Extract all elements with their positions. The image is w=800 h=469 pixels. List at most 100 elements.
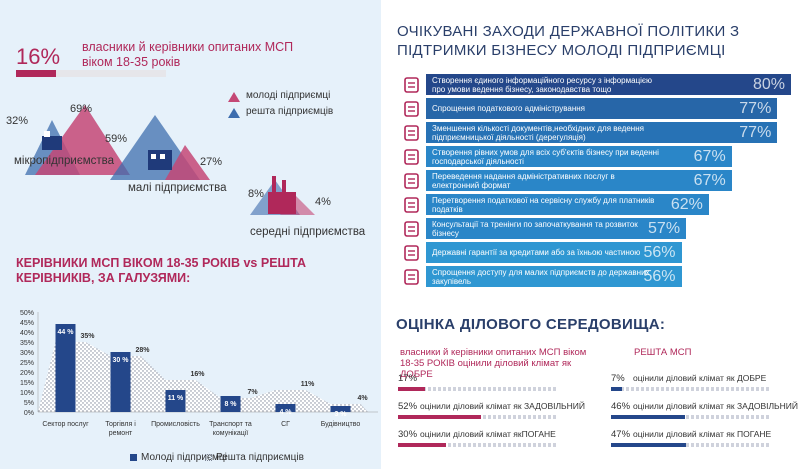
y-tick-label: 15% <box>20 380 34 387</box>
y-tick-label: 50% <box>20 310 34 317</box>
eval-value: 7% <box>611 373 625 384</box>
y-tick-label: 25% <box>20 360 34 367</box>
eval-bar-fill <box>398 443 446 447</box>
rest-value-label: 11% <box>301 381 315 388</box>
rest-value-label: 4% <box>357 395 368 402</box>
eval-label: оцінили діловий клімат як ЗАДОВІЛЬНИЙ <box>420 401 585 411</box>
eval-title: ОЦІНКА ДІЛОВОГО СЕРЕДОВИЩА: <box>396 316 666 333</box>
measure-value: 67% <box>693 172 726 189</box>
tax-form-icon <box>398 98 426 119</box>
measure-label: Консультації та тренінги по започаткуван… <box>432 219 638 238</box>
eval-value: 52% <box>398 401 418 412</box>
rest-value-label: 7% <box>247 389 258 396</box>
medium-rest-pct: 8% <box>248 188 264 200</box>
documents-stack-icon <box>398 122 426 143</box>
medium-label: середні підприємства <box>250 226 366 238</box>
eval-value: 17% <box>398 373 418 384</box>
small-young-pct: 27% <box>200 156 223 168</box>
x-category-label: ремонт <box>109 430 133 437</box>
measure-row: Державні гарантії за кредитами або за їх… <box>398 242 682 263</box>
hero-progress-bar <box>16 70 166 77</box>
eval-right-head: РЕШТА МСП <box>634 347 692 358</box>
measure-row: Створення рівних умов для всіх суб'єктів… <box>398 146 732 167</box>
eval-value: 30% <box>398 429 418 440</box>
rest-value-label: 35% <box>80 333 95 340</box>
y-tick-label: 5% <box>24 400 34 407</box>
left-panel: 16% власники й керівники опитаних МСП ві… <box>0 0 381 469</box>
measure-value: 80% <box>752 76 785 93</box>
rest-value-label: 16% <box>190 371 205 378</box>
chart-legend-rest: Решта підприємців <box>205 452 304 463</box>
hero-text: власники й керівники опитаних МСП віком … <box>82 40 294 69</box>
young-bar <box>55 324 76 412</box>
money-hand-icon <box>398 242 426 263</box>
eval-label: оцінили діловий клімат як ЗАДОВІЛЬНИЙ <box>633 401 798 411</box>
young-bar <box>110 352 131 412</box>
legend-rest: решта підприємців <box>246 106 334 117</box>
measure-value: 77% <box>739 124 772 141</box>
rest-swatch-icon <box>205 454 212 461</box>
y-tick-label: 20% <box>20 370 34 377</box>
micro-label: мікропідприємства <box>14 155 114 167</box>
measure-value: 77% <box>739 100 772 117</box>
measure-bar: Створення єдиного інформаційного ресурсу… <box>426 74 791 95</box>
eval-bar <box>611 443 771 447</box>
young-bar <box>220 396 241 412</box>
young-bar-label: 3 % <box>334 411 347 418</box>
x-category-label: СГ <box>281 421 290 428</box>
eval-bar <box>398 415 558 419</box>
person-icon <box>398 194 426 215</box>
eval-value: 46% <box>611 401 631 412</box>
chart-legend-young-label: Молоді підприємці <box>141 452 227 463</box>
measure-label: Зменшення кількості документів,необхідни… <box>432 123 644 142</box>
eval-bar-fill <box>398 415 482 419</box>
measure-bar: Перетворення податкової на сервісну служ… <box>426 194 709 215</box>
measure-bar: Створення рівних умов для всіх суб'єктів… <box>426 146 732 167</box>
size-triangles <box>25 92 315 215</box>
eval-bar <box>611 415 771 419</box>
industry-bar-chart: 0% 5% 10% 15% 20% 25% 30% 35% 40% 45% 50% 44 % 35% Се… <box>20 310 378 437</box>
measure-value: 62% <box>670 196 703 213</box>
measure-label: Спрощення податкового адміністрування <box>432 104 586 113</box>
x-category-label: Будівництво <box>321 420 361 428</box>
measures-title: ОЧІКУВАНІ ЗАХОДИ ДЕРЖАВНОЇ ПОЛІТИКИ З ПІ… <box>397 23 740 59</box>
government-building-icon <box>398 266 426 287</box>
industry-title: КЕРІВНИКИ МСП ВІКОМ 18-35 РОКІВ vs РЕШТА… <box>16 256 306 285</box>
x-category-label: Транспорт та <box>209 421 252 428</box>
measure-row: Перетворення податкової на сервісну служ… <box>398 194 709 215</box>
y-tick-label: 45% <box>20 320 34 327</box>
measure-row: Переведення надання адміністративних пос… <box>398 170 732 191</box>
rest-value-label: 28% <box>135 347 150 354</box>
people-icon <box>398 146 426 167</box>
eval-value: 47% <box>611 429 631 440</box>
eval-bar-fill <box>611 443 687 447</box>
micro-rest-pct: 32% <box>6 115 29 127</box>
measure-bar: Консультації та тренінги по започаткуван… <box>426 218 687 239</box>
measure-label: Державні гарантії за кредитами або за їх… <box>432 248 641 257</box>
measure-row: Зменшення кількості документів,необхідни… <box>398 122 778 143</box>
measure-label: Спрощення доступу для малих підприємств … <box>432 267 650 286</box>
young-bar-label: 11 % <box>168 395 184 402</box>
measure-value: 56% <box>643 268 676 285</box>
measure-value: 57% <box>648 220 681 237</box>
measure-bar: Зменшення кількості документів,необхідни… <box>426 122 778 143</box>
young-swatch-icon <box>130 454 137 461</box>
y-tick-label: 35% <box>20 340 34 347</box>
measure-row: Консультації та тренінги по започаткуван… <box>398 218 687 239</box>
measure-bar: Спрощення податкового адміністрування 77% <box>426 98 778 119</box>
young-bar <box>275 404 296 412</box>
hero-percent: 16% <box>16 44 61 69</box>
small-rest-pct: 59% <box>105 133 128 145</box>
measure-row: Спрощення податкового адміністрування 77% <box>398 98 778 119</box>
eval-bar-fill <box>611 387 623 391</box>
medium-factory-icon <box>268 176 296 214</box>
small-factory-icon <box>148 150 172 170</box>
micro-young-triangle <box>35 105 130 175</box>
chart-legend-young: Молоді підприємці <box>130 452 227 463</box>
measure-label: Переведення надання адміністративних пос… <box>432 171 615 190</box>
eval-left-head: власники й керівники опитаних МСП віком … <box>400 347 587 380</box>
young-bar <box>165 390 186 412</box>
measure-bar: Спрощення доступу для малих підприємств … <box>426 266 682 287</box>
young-bar-label: 44 % <box>58 329 75 336</box>
search-document-icon <box>398 74 426 95</box>
